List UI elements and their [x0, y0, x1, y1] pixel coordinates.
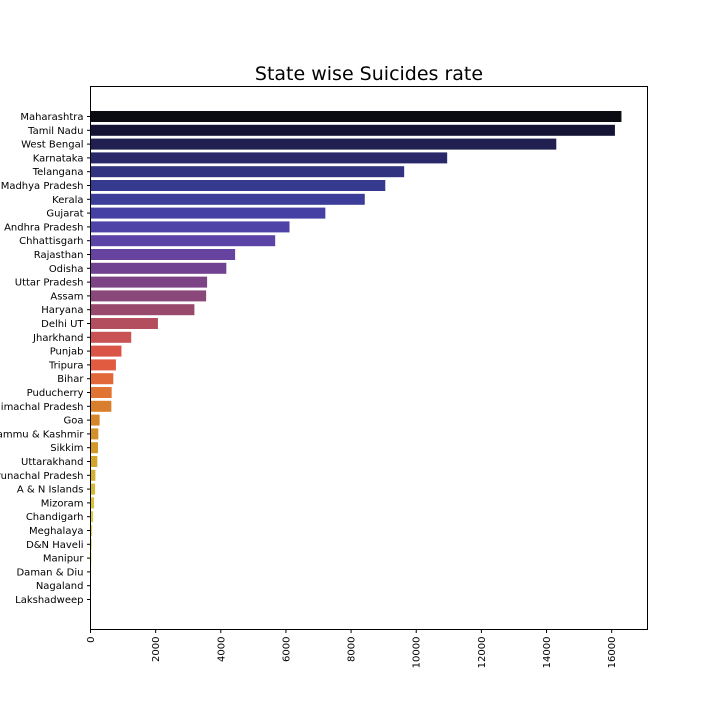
- bar: [91, 194, 365, 205]
- y-tick-label: Nagaland: [36, 581, 84, 592]
- bar: [91, 456, 98, 467]
- y-tick-label: Odisha: [49, 264, 84, 275]
- bar: [91, 470, 96, 481]
- x-tick-label: 10000: [412, 637, 423, 669]
- bar: [91, 428, 99, 439]
- y-tick-label: A & N Islands: [17, 485, 84, 496]
- y-tick-label: Gujarat: [46, 209, 83, 220]
- y-tick-label: Tamil Nadu: [27, 126, 83, 137]
- bar: [91, 387, 112, 398]
- bar: [91, 249, 236, 260]
- x-tick-label: 2000: [151, 637, 162, 662]
- bar: [91, 346, 122, 357]
- x-axis-tick-labels: 0 2000 4000 6000 8000 10000 12000 14000 16000: [86, 630, 618, 669]
- y-tick-label: Uttarakhand: [21, 457, 83, 468]
- bar: [91, 208, 326, 219]
- bar: [91, 359, 116, 370]
- y-tick-label: Uttar Pradesh: [15, 278, 84, 289]
- bar: [91, 125, 615, 136]
- bar: [91, 442, 98, 453]
- y-tick-label: Assam: [50, 291, 83, 302]
- y-tick-label: Jharkhand: [32, 333, 83, 344]
- x-tick-label: 4000: [216, 637, 227, 662]
- y-tick-label: Arunachal Pradesh: [0, 471, 84, 482]
- x-tick-label: 12000: [477, 637, 488, 669]
- y-tick-label: Kerala: [52, 195, 83, 206]
- y-tick-label: D&N Haveli: [26, 540, 83, 551]
- bar: [91, 318, 158, 329]
- y-tick-label: Maharashtra: [20, 112, 83, 123]
- y-tick-label: Punjab: [50, 347, 84, 358]
- y-tick-label: Bihar: [57, 374, 84, 385]
- y-tick-label: Tripura: [48, 360, 83, 371]
- bar: [91, 111, 622, 122]
- y-tick-label: Chandigarh: [26, 512, 84, 523]
- bar: [91, 497, 95, 508]
- bars-group: [91, 111, 622, 605]
- bar: [91, 166, 405, 177]
- x-tick-label: 14000: [542, 637, 553, 669]
- y-tick-label: Daman & Diu: [16, 567, 83, 578]
- x-tick-label: 0: [86, 637, 97, 643]
- x-tick-label: 8000: [347, 637, 358, 662]
- y-tick-label: Himachal Pradesh: [0, 402, 84, 413]
- y-tick-label: Goa: [64, 416, 84, 427]
- y-tick-label: Manipur: [43, 554, 85, 565]
- y-tick-label: Meghalaya: [29, 526, 84, 537]
- y-tick-label: Andhra Pradesh: [4, 222, 83, 233]
- bar: [91, 373, 114, 384]
- y-tick-label: Sikkim: [50, 443, 83, 454]
- y-tick-label: Jammu & Kashmir: [0, 429, 84, 440]
- y-tick-label: West Bengal: [21, 140, 83, 151]
- y-tick-label: Rajasthan: [34, 250, 84, 261]
- bar: [91, 304, 195, 315]
- y-tick-label: Karnataka: [33, 153, 84, 164]
- y-tick-label: Haryana: [41, 305, 83, 316]
- x-tick-label: 6000: [281, 637, 292, 662]
- bar: [91, 235, 276, 246]
- bar: [91, 180, 386, 191]
- bar: [91, 290, 207, 301]
- bar: [91, 415, 100, 426]
- bar: [91, 263, 227, 274]
- x-tick-label: 16000: [607, 637, 618, 669]
- bar: [91, 139, 557, 150]
- y-axis-tick-labels: Maharashtra Tamil Nadu West Bengal Karnatak…: [0, 112, 91, 606]
- bar: [91, 484, 96, 495]
- bar: [91, 401, 112, 412]
- bar: [91, 332, 132, 343]
- y-tick-label: Chhattisgarh: [19, 236, 83, 247]
- y-tick-label: Mizoram: [41, 498, 84, 509]
- y-tick-label: Delhi UT: [41, 319, 84, 330]
- y-tick-label: Madhya Pradesh: [1, 181, 84, 192]
- y-tick-label: Lakshadweep: [15, 595, 83, 606]
- bar: [91, 221, 290, 232]
- bar: [91, 152, 448, 163]
- y-tick-label: Telangana: [32, 167, 84, 178]
- y-tick-label: Puducherry: [27, 388, 84, 399]
- chart-title: State wise Suicides rate: [255, 63, 483, 85]
- bar: [91, 277, 208, 288]
